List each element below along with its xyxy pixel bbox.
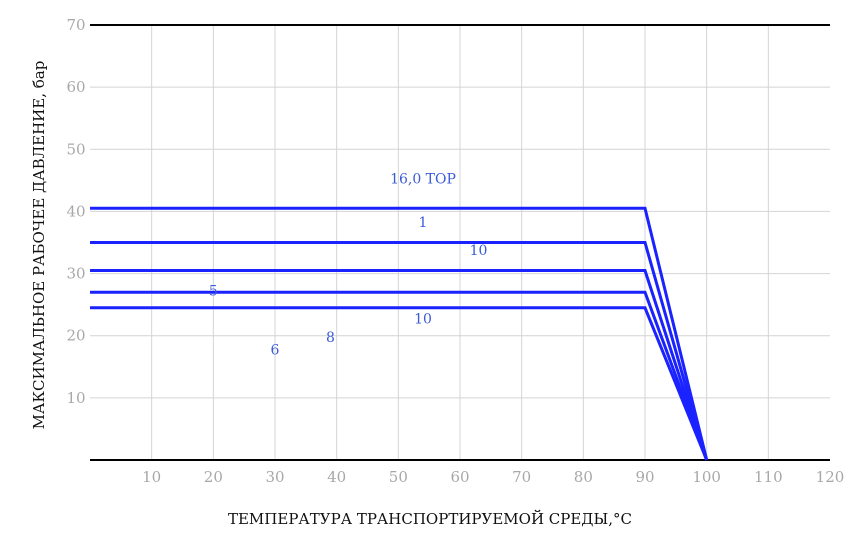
y-tick-label: 40 (66, 202, 85, 220)
y-tick-label: 20 (66, 327, 85, 345)
y-axis-title: МАКСИМАЛЬНОЕ РАБОЧЕЕ ДАВЛЕНИЕ, бар (30, 61, 48, 430)
x-tick-label: 20 (204, 468, 223, 486)
series-line-5 (90, 306, 709, 461)
series-label: 16,0 TOP (390, 171, 456, 187)
series-labels: 16,0 TOP 1 10 5 6 8 10 (209, 171, 488, 358)
y-tick-label: 10 (66, 389, 85, 407)
x-axis-title: ТЕМПЕРАТУРА ТРАНСПОРТИРУЕМОЙ СРЕДЫ,°С (228, 509, 632, 528)
series-line-1 (90, 206, 709, 461)
series-lines (90, 206, 709, 461)
y-tick-label: 60 (66, 78, 85, 96)
x-tick-label: 50 (389, 468, 408, 486)
y-tick-label: 30 (66, 265, 85, 283)
series-label: 10 (470, 243, 488, 259)
series-label: 5 (209, 283, 218, 299)
y-tick-label: 70 (66, 16, 85, 34)
x-tick-label: 90 (635, 468, 654, 486)
series-line-2 (90, 241, 709, 461)
x-tick-label: 60 (450, 468, 469, 486)
series-label: 1 (419, 215, 428, 231)
tick-labels: 10 20 30 40 50 60 70 80 90 100 110 1201020304050607… (66, 16, 844, 486)
x-tick-label: 70 (512, 468, 531, 486)
x-tick-label: 120 (816, 468, 845, 486)
series-line-4 (90, 290, 709, 461)
x-tick-label: 80 (574, 468, 593, 486)
y-tick-label: 50 (66, 140, 85, 158)
x-tick-label: 30 (265, 468, 284, 486)
series-label: 6 (271, 342, 280, 358)
series-label: 8 (326, 330, 335, 346)
x-tick-label: 10 (142, 468, 161, 486)
series-line-3 (90, 269, 709, 461)
x-tick-label: 110 (754, 468, 783, 486)
x-tick-label: 100 (692, 468, 721, 486)
x-tick-label: 40 (327, 468, 346, 486)
series-label: 10 (414, 311, 432, 327)
